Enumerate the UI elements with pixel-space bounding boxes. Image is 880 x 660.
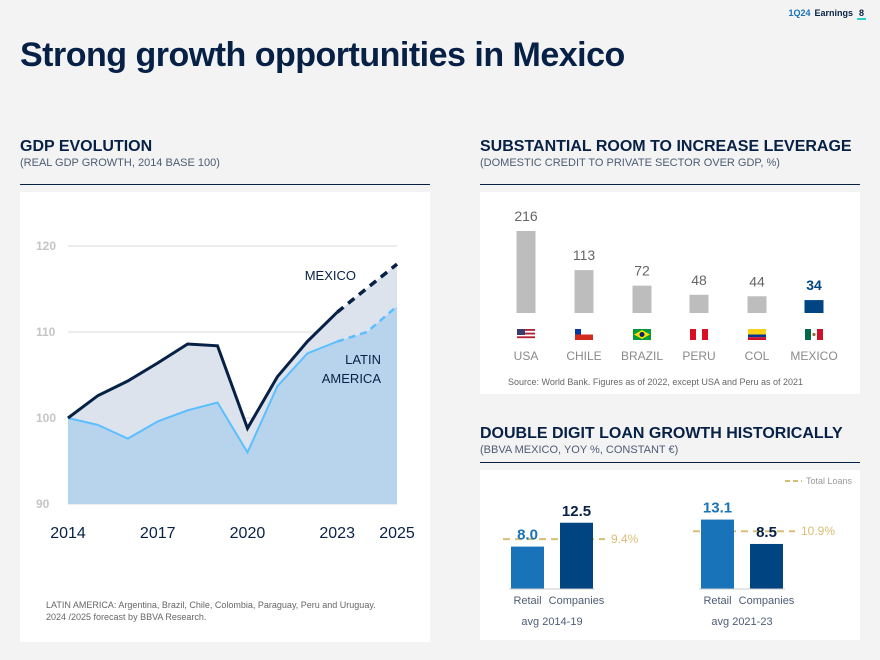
leverage-divider — [480, 184, 860, 185]
gdp-x-tick-label: 2017 — [140, 525, 176, 542]
loan-growth-category-label: Retail — [513, 595, 541, 607]
leverage-category-label: PERU — [682, 349, 715, 363]
loans-divider — [480, 462, 860, 463]
loan-growth-bar — [560, 522, 593, 589]
loan-growth-group-label: avg 2014-19 — [521, 616, 582, 628]
gdp-y-tick-label: 110 — [36, 325, 56, 339]
loans-section-subtitle: (BBVA MEXICO, YOY %, CONSTANT €) — [480, 444, 679, 456]
colombia-flag-icon — [748, 329, 766, 340]
loan-growth-category-label: Companies — [549, 595, 605, 607]
gdp-gap-area — [68, 264, 397, 453]
loans-panel: 9.4% 8.0 Retail 12.5 Companies avg 2014-19 10.… — [480, 470, 860, 640]
loan-growth-value-label: 13.1 — [703, 500, 732, 517]
mexico-series-label: MEXICO — [305, 268, 356, 283]
gdp-section-subtitle: (REAL GDP GROWTH, 2014 BASE 100) — [20, 157, 220, 169]
gdp-footnote-1: LATIN AMERICA: Argentina, Brazil, Chile,… — [46, 600, 376, 610]
gdp-divider — [20, 184, 430, 185]
latam-series-label: LATIN — [345, 352, 381, 367]
leverage-bar — [516, 231, 536, 313]
leverage-category-label: BRAZIL — [621, 349, 663, 363]
page-number: 8 — [856, 8, 866, 20]
loan-growth-value-label: 12.5 — [562, 503, 591, 520]
page-header: 1Q24 Earnings 8 — [788, 8, 866, 20]
leverage-category-label: COL — [745, 349, 770, 363]
loans-section-title: DOUBLE DIGIT LOAN GROWTH HISTORICALLY — [480, 425, 843, 442]
leverage-category-label: CHILE — [566, 349, 601, 363]
total-loans-value: 10.9% — [801, 524, 835, 538]
loan-growth-group-label: avg 2021-23 — [711, 616, 772, 628]
loan-growth-category-label: Companies — [739, 595, 795, 607]
legend-total-loans-label: Total Loans — [806, 476, 853, 486]
loan-growth-bar — [750, 543, 783, 589]
leverage-value-label: 44 — [749, 273, 765, 289]
page-title: Strong growth opportunities in Mexico — [20, 36, 625, 74]
gdp-y-tick-label: 90 — [36, 497, 50, 511]
leverage-source: Source: World Bank. Figures as of 2022, … — [508, 377, 804, 387]
gdp-x-tick-label: 2025 — [379, 525, 415, 542]
brazil-flag-icon — [633, 329, 651, 340]
latam-series-line — [67, 340, 338, 455]
loan-growth-bar — [511, 546, 544, 589]
total-loans-value: 9.4% — [611, 532, 639, 546]
loan-growth-category-label: Retail — [703, 595, 731, 607]
leverage-bar — [747, 296, 767, 313]
gdp-x-tick-label: 2020 — [230, 525, 266, 542]
leverage-bar — [804, 300, 824, 313]
gdp-x-tick-label: 2023 — [319, 525, 355, 542]
gdp-panel: 90 100 110 120 2014 2017 2020 2023 2025 MEXICO LAT… — [20, 192, 430, 642]
mexico-forecast-line — [336, 262, 399, 314]
mexico-flag-icon — [805, 329, 823, 340]
leverage-value-label: 72 — [634, 263, 650, 279]
leverage-bar — [574, 270, 594, 313]
leverage-panel: 216 USA 113 CHILE 72 BRAZIL 48 PERU 44 COL 34 MEXIC… — [480, 192, 860, 394]
loan-growth-bar — [701, 519, 734, 589]
loan-growth-chart: 9.4% 8.0 Retail 12.5 Companies avg 2014-19 10.… — [503, 476, 853, 628]
loan-growth-value-label: 8.0 — [517, 527, 538, 544]
leverage-value-label: 113 — [573, 247, 596, 263]
peru-flag-icon — [690, 329, 708, 340]
leverage-chart: 216 USA 113 CHILE 72 BRAZIL 48 PERU 44 COL 34 MEXIC… — [514, 208, 838, 363]
latam-series-label: AMERICA — [322, 371, 382, 386]
mexico-series-line — [67, 311, 339, 432]
leverage-value-label: 34 — [806, 277, 822, 293]
leverage-section-subtitle: (DOMESTIC CREDIT TO PRIVATE SECTOR OVER … — [480, 157, 780, 169]
loan-growth-value-label: 8.5 — [756, 524, 777, 541]
leverage-section-title: SUBSTANTIAL ROOM TO INCREASE LEVERAGE — [480, 138, 852, 155]
gdp-latam-area — [68, 306, 397, 504]
gdp-y-tick-label: 100 — [36, 411, 56, 425]
leverage-bar — [689, 294, 709, 313]
gdp-y-tick-label: 120 — [36, 239, 56, 253]
leverage-value-label: 216 — [514, 208, 538, 224]
chile-flag-icon — [575, 329, 593, 340]
leverage-category-label: USA — [514, 349, 539, 363]
gdp-section-title: GDP EVOLUTION — [20, 138, 153, 155]
header-label: Earnings — [814, 8, 853, 18]
leverage-bar — [632, 285, 652, 313]
gdp-chart: 90 100 110 120 2014 2017 2020 2023 2025 MEXICO LAT… — [36, 239, 415, 542]
leverage-value-label: 48 — [691, 272, 707, 288]
header-period: 1Q24 — [788, 8, 811, 18]
gdp-x-tick-label: 2014 — [50, 525, 86, 542]
us-flag-icon — [517, 329, 535, 340]
gdp-footnote-2: 2024 /2025 forecast by BBVA Research. — [46, 612, 207, 622]
leverage-category-label: MEXICO — [790, 349, 837, 363]
